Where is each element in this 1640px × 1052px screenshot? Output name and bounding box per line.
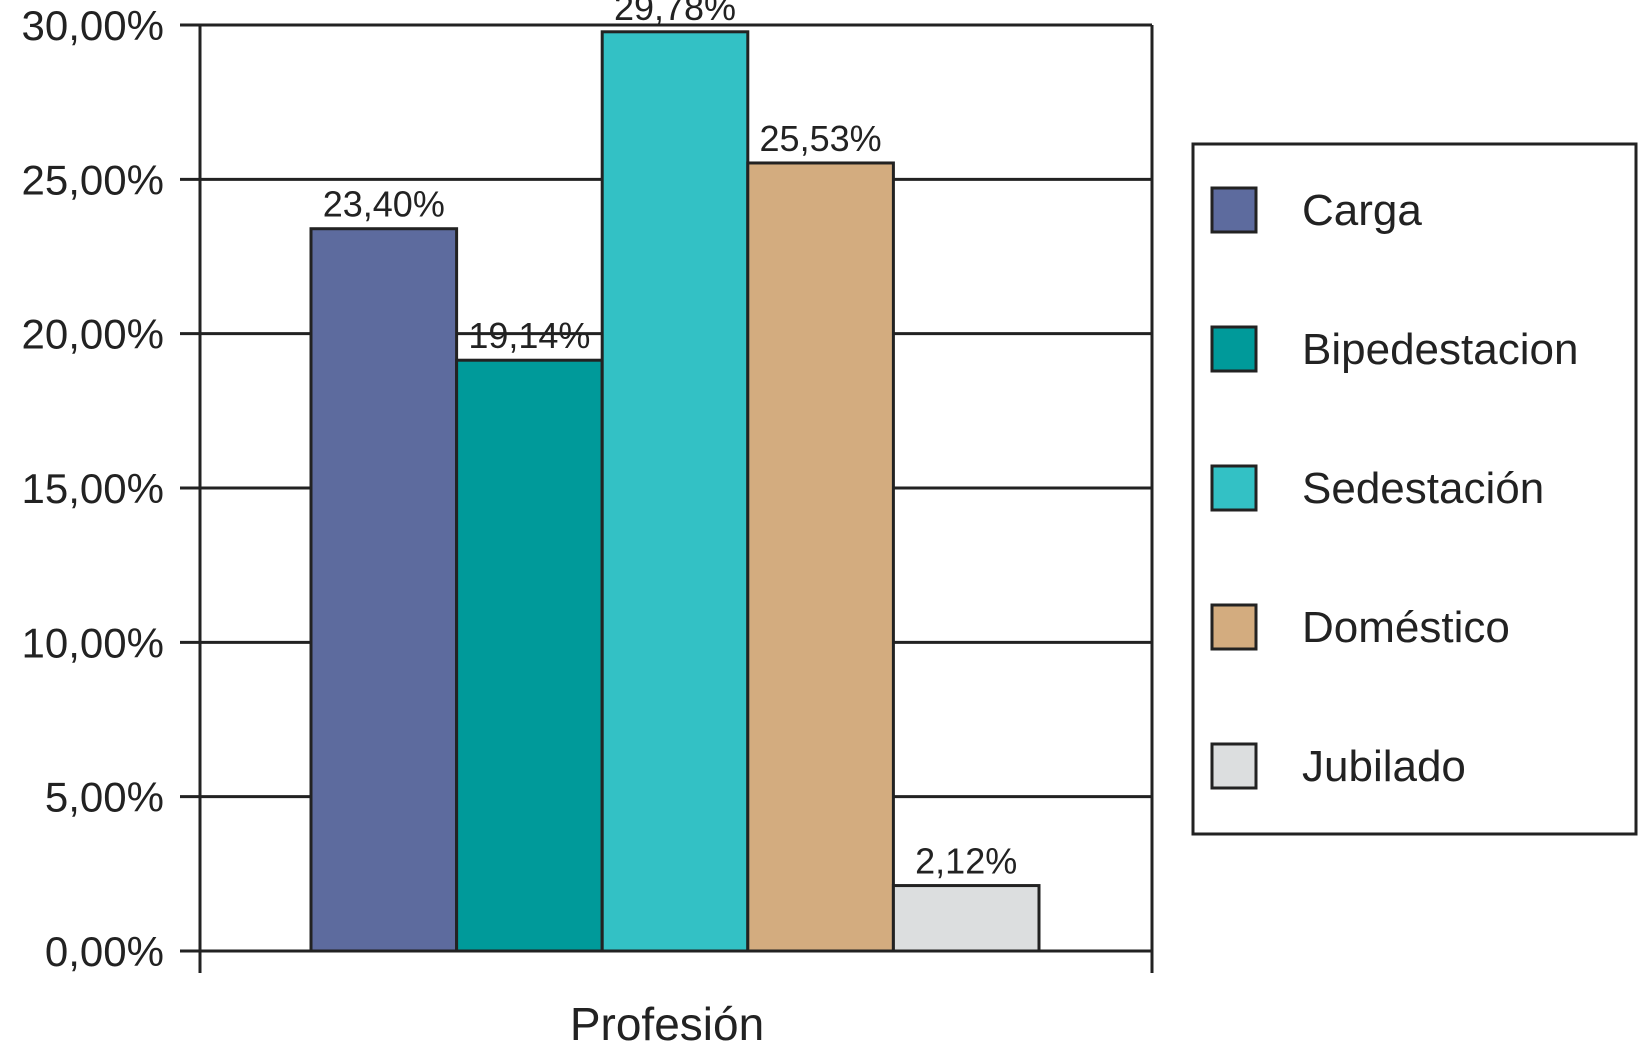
bars (309, 30, 1041, 953)
legend: Carga Bipedestacion Sedestación Doméstico Ju… (1191, 142, 1638, 836)
bar-bipedestacion (455, 358, 604, 953)
y-tick-label: 15,00% (22, 465, 164, 512)
legend-label-bipedestacion: Bipedestacion (1302, 325, 1578, 374)
legend-swatch-doméstico (1210, 603, 1258, 651)
bar-carga (309, 227, 459, 953)
legend-label-jubilado: Jubilado (1302, 742, 1466, 791)
y-tick-label: 10,00% (22, 619, 164, 666)
legend-swatch-carga (1210, 186, 1258, 234)
legend-swatch-jubilado (1210, 742, 1258, 790)
legend-label-sedestación: Sedestación (1302, 464, 1544, 513)
legend-label-doméstico: Doméstico (1302, 603, 1510, 652)
data-labels: 23,40% 19,14% 29,78% 25,53% 2,12% (323, 0, 1017, 882)
axes: 0,00% 5,00% 10,00% 15,00% 20,00% 25,00% 30,00% (22, 2, 1154, 975)
legend-swatch-sedestación (1210, 464, 1258, 512)
bar-jubilado (891, 884, 1041, 953)
data-label-doméstico: 25,53% (760, 118, 882, 159)
bar-doméstico (746, 161, 895, 953)
y-tick-label: 0,00% (45, 928, 164, 975)
y-tick-label: 20,00% (22, 311, 164, 358)
bar-sedestación (600, 30, 750, 953)
y-tick-label: 5,00% (45, 774, 164, 821)
y-tick-label: 25,00% (22, 156, 164, 203)
x-axis-label: Profesión (570, 998, 764, 1050)
data-label-bipedestacion: 19,14% (468, 315, 590, 356)
data-label-sedestación: 29,78% (614, 0, 736, 28)
legend-swatch-bipedestacion (1210, 325, 1258, 373)
y-tick-label: 30,00% (22, 2, 164, 49)
legend-box (1191, 142, 1638, 836)
legend-label-carga: Carga (1302, 186, 1422, 235)
data-label-carga: 23,40% (323, 184, 445, 225)
data-label-jubilado: 2,12% (915, 841, 1017, 882)
